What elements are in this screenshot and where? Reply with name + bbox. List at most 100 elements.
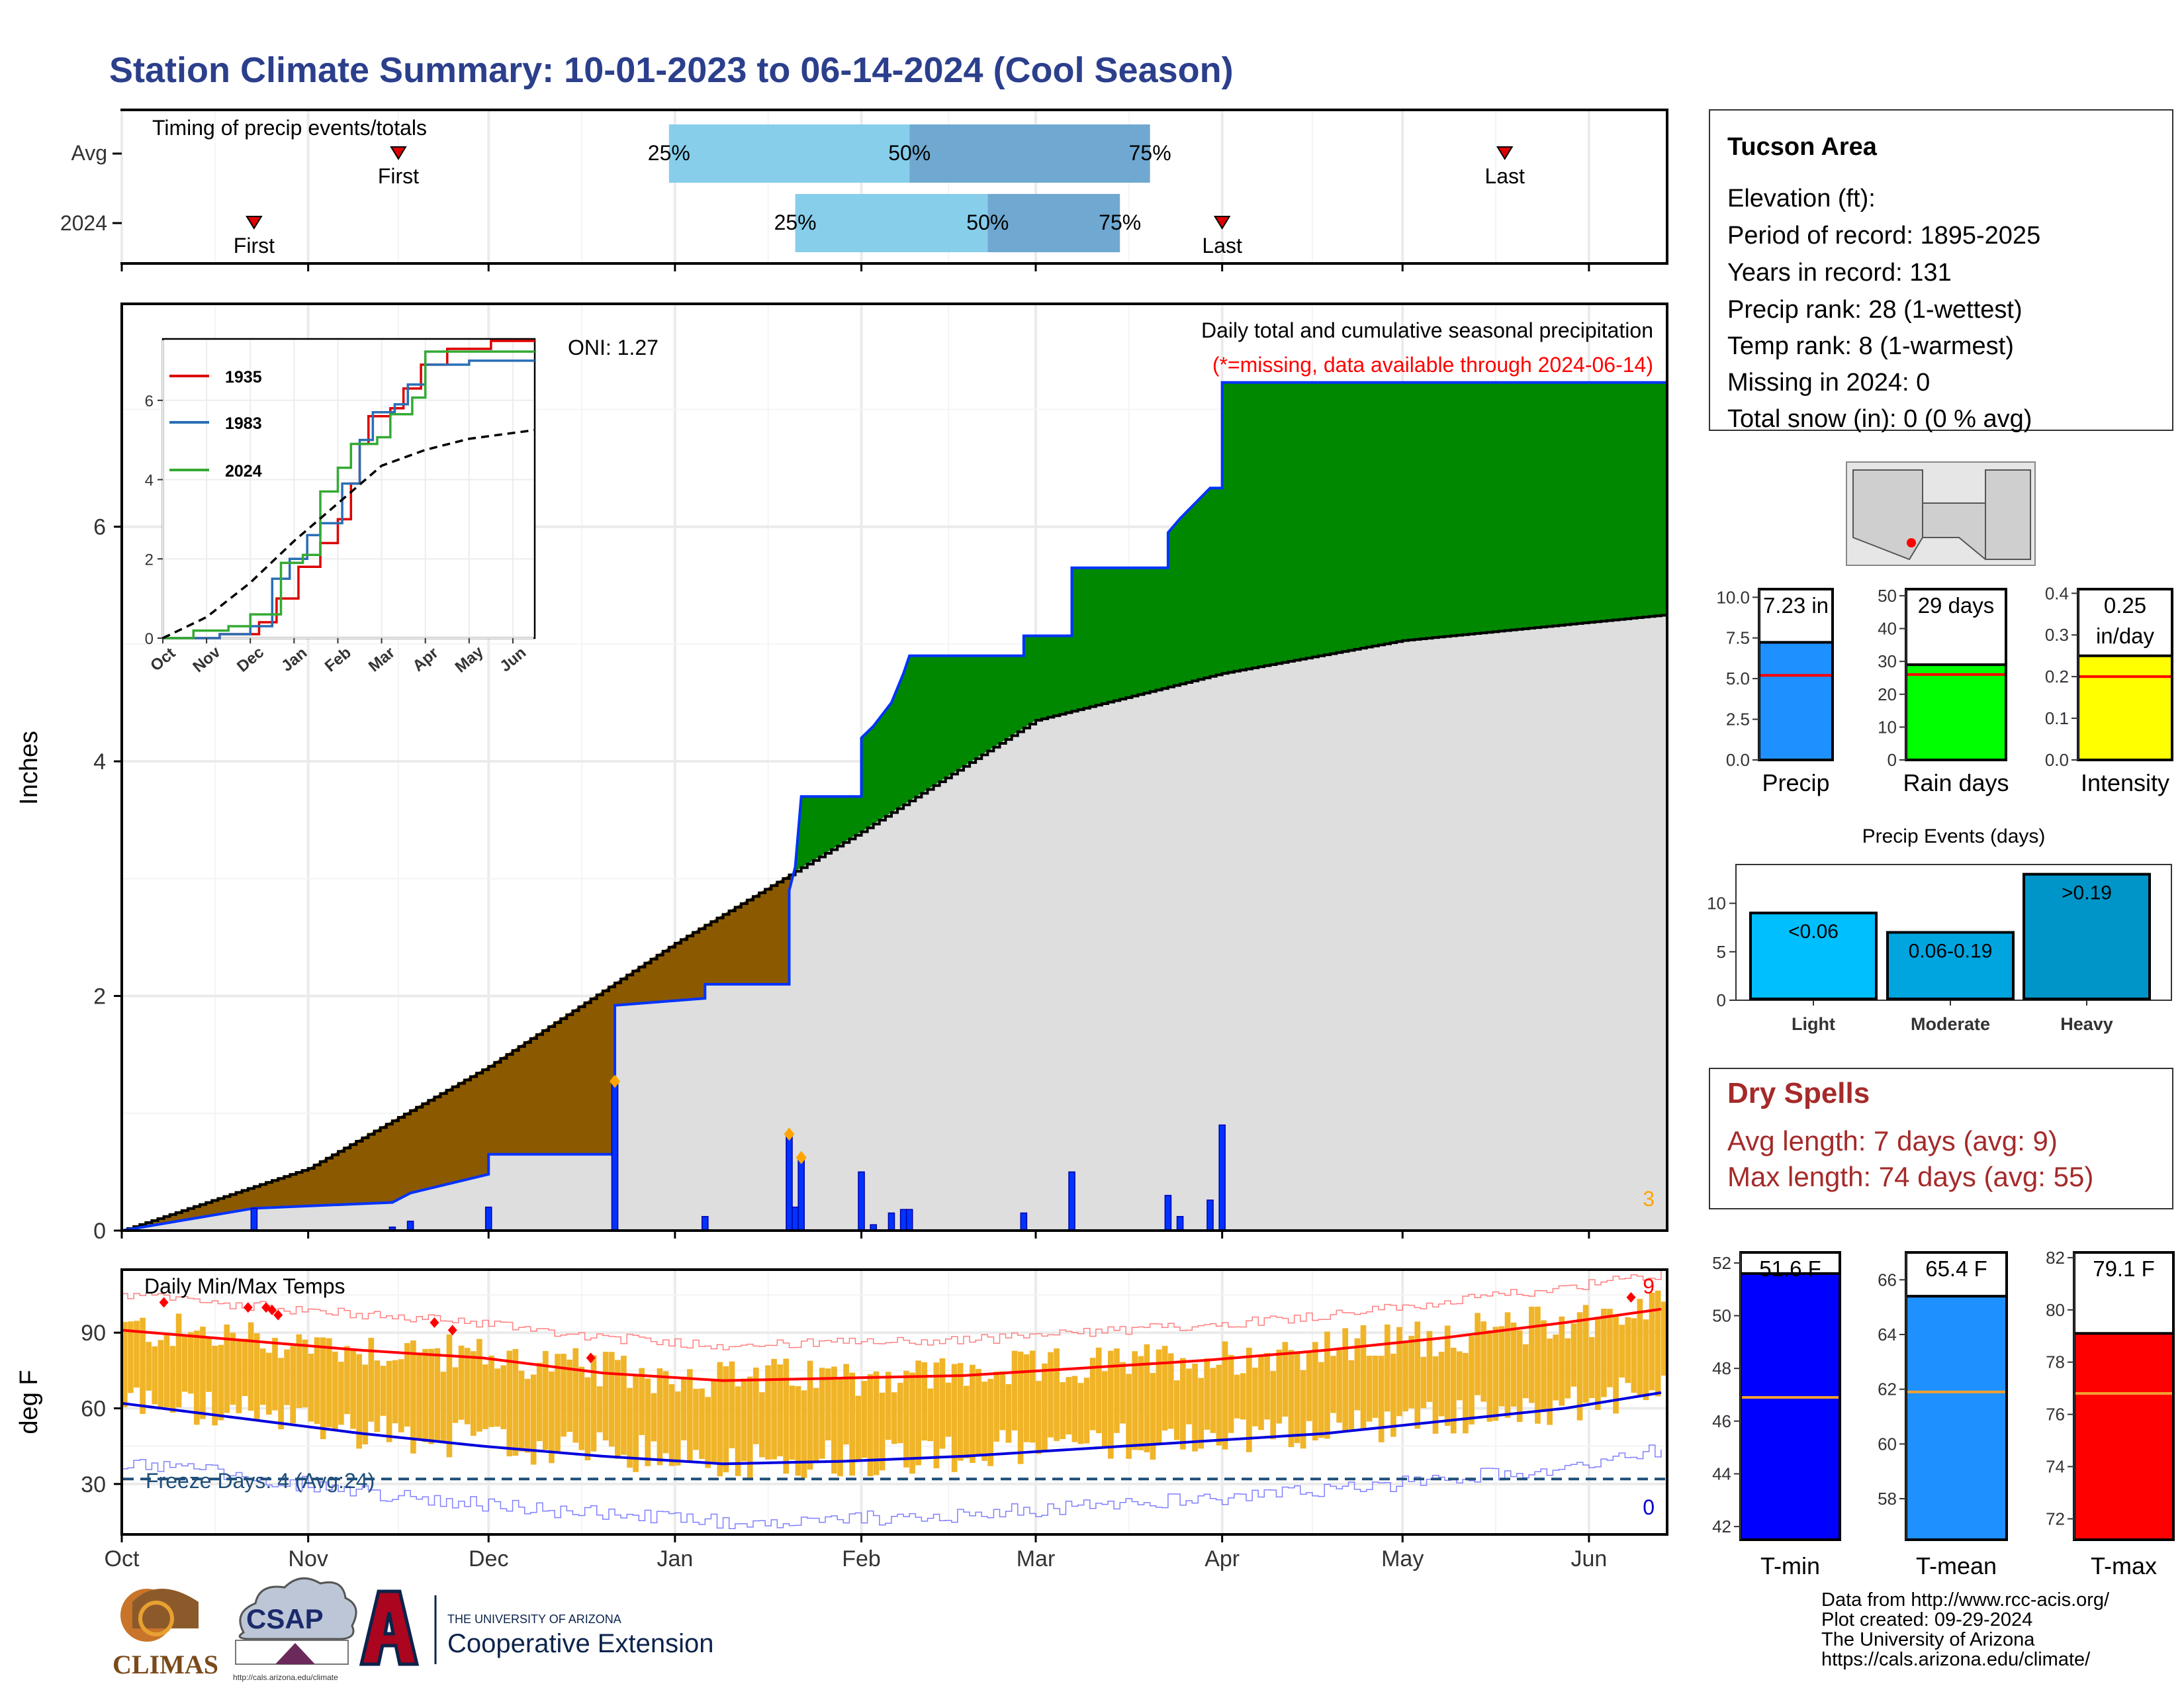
info-elevation: Elevation (ft): — [1727, 185, 1876, 212]
inset-legend: 1935 1983 2024 — [169, 368, 262, 481]
temp-day-bar-231 — [1510, 1322, 1517, 1407]
temp-y-axis: 30 60 90 — [81, 1321, 122, 1497]
dry-spells-box: Dry Spells Avg length: 7 days (avg: 9) M… — [1709, 1068, 2173, 1209]
temp-day-bar-60 — [482, 1364, 488, 1429]
inset-ytick-label-3: 6 — [145, 393, 154, 410]
temp-day-bar-202 — [1336, 1350, 1342, 1423]
timing-Avg-first-marker — [390, 146, 407, 160]
csap-url: http://cals.arizona.edu/climate — [233, 1673, 338, 1682]
precip-events-chart: Precip Events (days) <0.06 Light 0.06-0.19… — [1707, 825, 2172, 1034]
events-bar-label-1: 0.06-0.19 — [1909, 941, 1993, 962]
temp-day-bar-141 — [970, 1364, 976, 1463]
temp-day-bar-212 — [1396, 1327, 1402, 1417]
timing-2024-pct-2: 75% — [1099, 211, 1141, 234]
precip-ytick-label-3: 6 — [93, 515, 106, 540]
events-cat-label-1: Moderate — [1911, 1014, 1990, 1034]
temp-day-bar-76 — [578, 1366, 585, 1450]
temp-day-bar-150 — [1023, 1354, 1030, 1442]
temp-day-bar-217 — [1426, 1331, 1433, 1402]
temp-day-bar-196 — [1300, 1370, 1306, 1449]
precip-mini-bar — [1758, 641, 1834, 761]
temp-day-bar-169 — [1138, 1356, 1144, 1450]
temp-day-bar-133 — [921, 1362, 928, 1441]
tmin-bar-bar — [1739, 1272, 1841, 1542]
temp-day-bar-129 — [897, 1382, 903, 1444]
temp-day-bar-254 — [1649, 1292, 1655, 1391]
temp-day-bar-85 — [633, 1375, 639, 1472]
temp-day-bar-155 — [1054, 1348, 1060, 1441]
events-ytick-label-0: 0 — [1717, 990, 1726, 1010]
csap-mountain — [275, 1643, 315, 1664]
daily-precip-bar-9 — [858, 1171, 865, 1231]
temp-day-bar-125 — [873, 1371, 880, 1476]
temp-day-bar-64 — [506, 1350, 513, 1456]
temp-day-bar-19 — [236, 1339, 242, 1413]
tmax-bar-ytick-label-3: 78 — [2046, 1352, 2065, 1372]
temp-day-bar-172 — [1156, 1349, 1162, 1444]
record-high-line — [122, 1270, 1662, 1350]
locator-map — [1846, 461, 2036, 566]
temp-day-bar-40 — [362, 1364, 369, 1445]
temp-day-bar-174 — [1167, 1353, 1174, 1429]
tmax-bar-ytick-label-5: 82 — [2046, 1248, 2065, 1268]
temp-day-bar-131 — [909, 1372, 915, 1474]
tmean-bar-ytick-label-1: 60 — [1878, 1434, 1897, 1454]
temp-day-bar-101 — [729, 1361, 735, 1448]
temp-day-bar-134 — [927, 1388, 934, 1442]
tmin-bar-ytick-label-0: 42 — [1712, 1517, 1731, 1536]
temp-ytick-label-2: 90 — [81, 1321, 106, 1346]
daily-precip-bar-16 — [1164, 1195, 1172, 1231]
temp-day-bar-84 — [627, 1387, 633, 1468]
temp-day-bar-26 — [278, 1358, 284, 1430]
ua-big-text: Cooperative Extension — [447, 1629, 713, 1658]
temp-day-bar-14 — [206, 1338, 212, 1392]
temp-day-bar-16 — [218, 1344, 224, 1421]
daily-precip-bar-14 — [1020, 1212, 1028, 1231]
temp-day-bar-154 — [1048, 1352, 1054, 1438]
record-high-marker-7 — [586, 1352, 596, 1364]
temp-day-bar-146 — [999, 1371, 1006, 1430]
temp-day-bar-152 — [1036, 1381, 1042, 1454]
inset-gridlines — [162, 340, 533, 639]
intensity-mini-label: Intensity — [2081, 769, 2169, 796]
temp-day-bar-171 — [1150, 1373, 1156, 1460]
temp-day-bar-51 — [428, 1348, 434, 1444]
timing-2024-q1-bar — [795, 194, 988, 252]
raindays-mini-ytick-label-1: 10 — [1878, 717, 1897, 737]
temp-day-bar-216 — [1420, 1356, 1427, 1409]
temp-day-bar-15 — [212, 1345, 218, 1426]
footer-line-1: Data from http://www.rcc-acis.org/ — [1821, 1589, 2110, 1611]
temp-day-bar-137 — [945, 1382, 952, 1437]
tmean-bar-label: T-mean — [1916, 1552, 1997, 1579]
temp-day-bar-105 — [752, 1367, 759, 1444]
timing-2024-q2-bar — [987, 194, 1120, 252]
intensity-mini-value-text: 0.25 — [2104, 593, 2146, 618]
record-high-marker-1 — [243, 1302, 253, 1313]
legend-1935: 1935 — [225, 368, 262, 387]
temp-day-bar-22 — [253, 1333, 260, 1421]
temp-day-bar-126 — [879, 1392, 886, 1471]
temp-day-bar-208 — [1372, 1355, 1379, 1418]
temp-day-bar-203 — [1342, 1328, 1349, 1432]
temp-day-bar-35 — [332, 1351, 338, 1431]
daily-precip-bar-5 — [702, 1215, 709, 1231]
inset-ytick-label-0: 0 — [145, 630, 154, 648]
tmean-bar-ytick-label-4: 66 — [1878, 1270, 1897, 1289]
daily-precip-bar-13 — [905, 1209, 913, 1231]
temp-day-bar-132 — [915, 1360, 921, 1466]
temp-day-bar-24 — [266, 1352, 272, 1415]
raindays-mini-ytick-label-4: 40 — [1878, 619, 1897, 639]
temp-day-bar-75 — [572, 1348, 579, 1443]
temp-day-bar-228 — [1492, 1327, 1499, 1421]
temp-day-bar-176 — [1180, 1358, 1186, 1450]
precip-corner-count: 3 — [1643, 1187, 1655, 1211]
temp-day-bar-239 — [1559, 1316, 1565, 1406]
tmin-bar-label: T-min — [1760, 1552, 1820, 1579]
temp-day-bar-199 — [1318, 1362, 1324, 1438]
dry-max: Max length: 74 days (avg: 55) — [1727, 1161, 2093, 1192]
temp-day-bar-5 — [152, 1346, 158, 1405]
temp-day-bar-122 — [855, 1395, 862, 1462]
temp-day-bar-91 — [668, 1384, 675, 1466]
tmax-bar-label: T-max — [2091, 1552, 2157, 1579]
hot-count: 9 — [1643, 1274, 1655, 1298]
